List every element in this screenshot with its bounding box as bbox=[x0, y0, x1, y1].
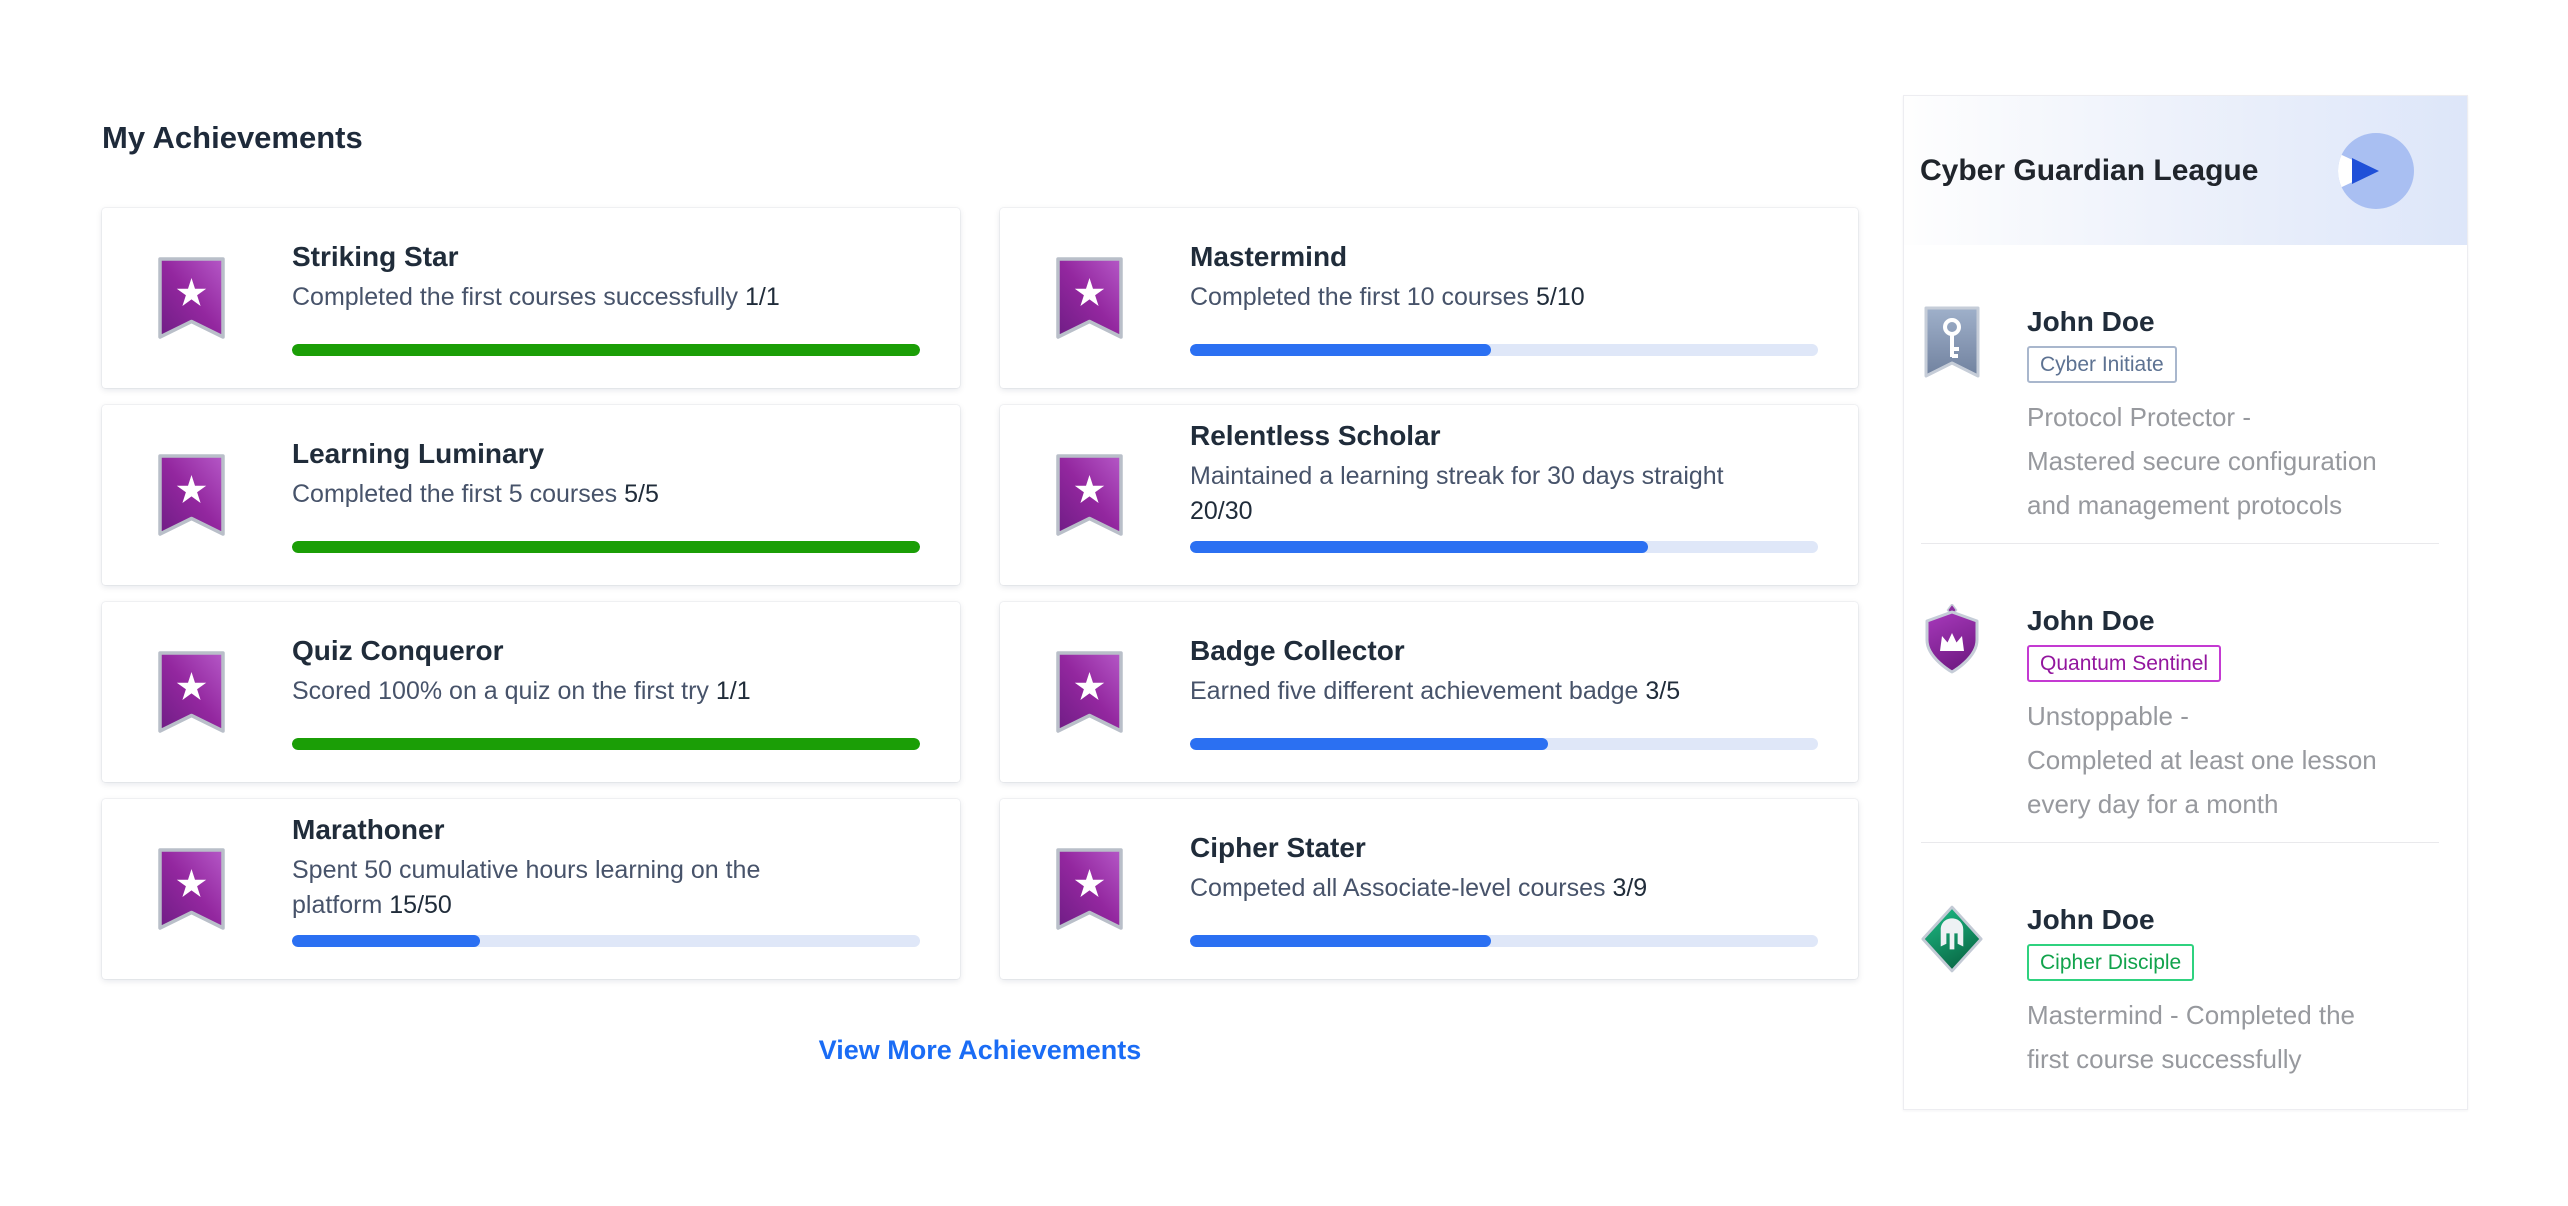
achievement-card: Cipher Stater Competed all Associate-lev… bbox=[1000, 799, 1858, 979]
rank-badge: Quantum Sentinel bbox=[2027, 645, 2222, 682]
achievement-description: Competed all Associate-level courses 3/9 bbox=[1190, 873, 1648, 902]
achievement-card: Relentless Scholar Maintained a learning… bbox=[1000, 405, 1858, 585]
achievement-card: Quiz Conqueror Scored 100% on a quiz on … bbox=[102, 602, 960, 782]
progress-bar bbox=[292, 541, 920, 553]
ribbon-star-badge-icon bbox=[1056, 848, 1123, 930]
achievement-title: Marathoner bbox=[292, 814, 445, 845]
achievement-count: 3/5 bbox=[1645, 676, 1681, 705]
page-title: My Achievements bbox=[102, 120, 363, 155]
achievement-count: 1/1 bbox=[715, 676, 751, 705]
progress-bar bbox=[292, 935, 920, 947]
achievement-title: Cipher Stater bbox=[1190, 831, 1366, 863]
league-emblem-icon bbox=[2338, 133, 2414, 209]
key-ribbon-badge-icon bbox=[1924, 306, 1980, 378]
achievement-count: 20/30 bbox=[1190, 497, 1253, 525]
achievements-section: My Achievements Striking Star Completed … bbox=[102, 120, 1858, 1066]
achievement-count: 1/1 bbox=[744, 282, 780, 311]
league-header: Cyber Guardian League bbox=[1904, 96, 2467, 245]
ribbon-star-badge-icon bbox=[158, 257, 225, 339]
progress-bar-fill bbox=[292, 738, 920, 750]
league-entries: John Doe Cyber Initiate Protocol Protect… bbox=[1904, 245, 2467, 1097]
progress-bar bbox=[1190, 541, 1818, 553]
progress-bar-fill bbox=[1190, 738, 1548, 750]
ribbon-star-badge-icon bbox=[158, 651, 225, 733]
progress-bar-fill bbox=[292, 541, 920, 553]
achievement-count: 3/9 bbox=[1612, 873, 1648, 902]
achievement-count: 5/10 bbox=[1536, 282, 1585, 311]
achievement-description: Earned five different achievement badge … bbox=[1190, 676, 1681, 705]
achievement-description: Scored 100% on a quiz on the first try 1… bbox=[292, 676, 751, 705]
league-entry-description: Mastermind - Completed the first course … bbox=[2027, 1000, 2356, 1074]
achievement-title: Mastermind bbox=[1190, 240, 1348, 272]
progress-bar-fill bbox=[1190, 541, 1649, 553]
achievement-description: Completed the first courses successfully… bbox=[292, 282, 780, 311]
achievement-title: Badge Collector bbox=[1190, 634, 1405, 666]
achievement-title: Striking Star bbox=[292, 240, 459, 272]
crown-shield-badge-icon bbox=[1925, 604, 1979, 674]
league-entry: John Doe Quantum Sentinel Unstoppable - … bbox=[1921, 544, 2439, 843]
achievement-card: Badge Collector Earned five different ac… bbox=[1000, 602, 1858, 782]
progress-bar bbox=[292, 344, 920, 356]
ribbon-star-badge-icon bbox=[158, 454, 225, 536]
ribbon-star-badge-icon bbox=[1056, 651, 1123, 733]
progress-bar bbox=[1190, 738, 1818, 750]
progress-bar-fill bbox=[1190, 935, 1492, 947]
rank-badge: Cyber Initiate bbox=[2027, 346, 2177, 383]
league-entry: John Doe Cyber Initiate Protocol Protect… bbox=[1921, 245, 2439, 544]
ribbon-star-badge-icon bbox=[1056, 257, 1123, 339]
ribbon-star-badge-icon bbox=[158, 848, 225, 930]
achievement-card: Striking Star Completed the first course… bbox=[102, 208, 960, 388]
achievement-card: Mastermind Completed the first 10 course… bbox=[1000, 208, 1858, 388]
achievement-card: Marathoner Spent 50 cumulative hours lea… bbox=[102, 799, 960, 979]
league-entry-description: Protocol Protector - Mastered secure con… bbox=[2027, 402, 2377, 520]
league-panel: Cyber Guardian League John Doe bbox=[1903, 95, 2468, 1110]
achievement-description: Maintained a learning streak for 30 days… bbox=[1190, 462, 1724, 525]
league-user-name: John Doe bbox=[2027, 904, 2155, 935]
achievement-title: Learning Luminary bbox=[292, 437, 545, 469]
progress-bar-fill bbox=[1190, 344, 1492, 356]
league-entry-description: Unstoppable - Completed at least one les… bbox=[2027, 701, 2377, 819]
league-entry: John Doe Cipher Disciple Mastermind - Co… bbox=[1921, 843, 2439, 1097]
achievement-title: Quiz Conqueror bbox=[292, 634, 504, 666]
league-title: Cyber Guardian League bbox=[1920, 153, 2259, 187]
league-user-name: John Doe bbox=[2027, 605, 2155, 636]
achievements-grid: Striking Star Completed the first course… bbox=[102, 208, 1858, 979]
helmet-diamond-badge-icon bbox=[1921, 905, 1983, 973]
achievement-card: Learning Luminary Completed the first 5 … bbox=[102, 405, 960, 585]
view-more-achievements-link[interactable]: View More Achievements bbox=[818, 1035, 1142, 1065]
achievement-description: Completed the first 10 courses 5/10 bbox=[1190, 282, 1585, 311]
ribbon-star-badge-icon bbox=[1056, 454, 1123, 536]
achievement-count: 5/5 bbox=[624, 479, 659, 508]
achievement-description: Spent 50 cumulative hours learning on th… bbox=[292, 856, 761, 919]
league-user-name: John Doe bbox=[2027, 306, 2155, 337]
progress-bar-fill bbox=[292, 935, 481, 947]
progress-bar bbox=[292, 738, 920, 750]
progress-bar bbox=[1190, 344, 1818, 356]
achievement-description: Completed the first 5 courses 5/5 bbox=[292, 479, 659, 508]
progress-bar-fill bbox=[292, 344, 920, 356]
achievement-title: Relentless Scholar bbox=[1190, 420, 1441, 451]
progress-bar bbox=[1190, 935, 1818, 947]
achievement-count: 15/50 bbox=[389, 891, 452, 919]
rank-badge: Cipher Disciple bbox=[2027, 944, 2195, 981]
